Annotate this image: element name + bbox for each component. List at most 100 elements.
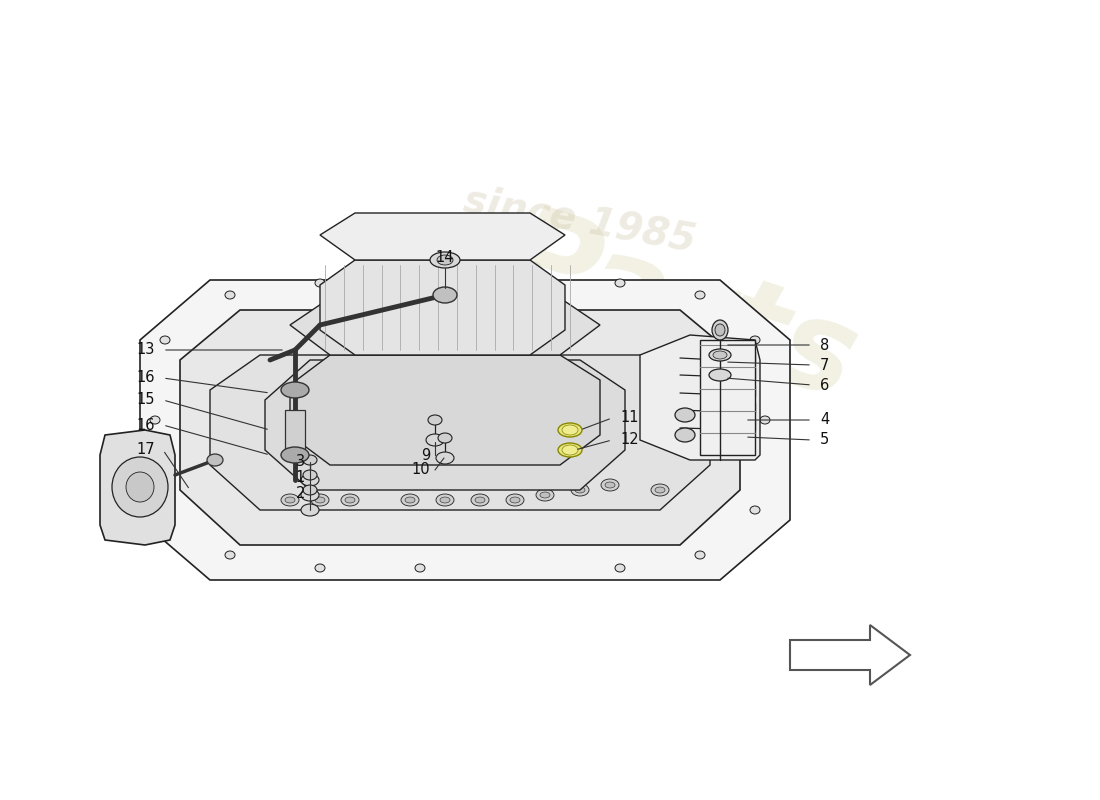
Ellipse shape <box>226 551 235 559</box>
Ellipse shape <box>345 442 355 448</box>
Text: since 1985: since 1985 <box>461 181 698 259</box>
Text: 13: 13 <box>136 342 155 358</box>
Ellipse shape <box>315 279 324 287</box>
Ellipse shape <box>430 252 460 268</box>
Polygon shape <box>100 430 175 545</box>
Ellipse shape <box>536 489 554 501</box>
Text: euro: euro <box>449 283 792 497</box>
Ellipse shape <box>405 497 415 503</box>
Ellipse shape <box>301 504 319 516</box>
Polygon shape <box>700 340 755 455</box>
Text: 6: 6 <box>820 378 829 393</box>
Ellipse shape <box>301 489 319 501</box>
Text: 11: 11 <box>620 410 638 426</box>
Ellipse shape <box>301 474 319 486</box>
Polygon shape <box>320 260 565 355</box>
Ellipse shape <box>285 442 295 448</box>
Ellipse shape <box>475 497 485 503</box>
Text: 5: 5 <box>820 433 829 447</box>
Ellipse shape <box>510 497 520 503</box>
Ellipse shape <box>654 487 666 493</box>
Ellipse shape <box>713 351 727 359</box>
Ellipse shape <box>536 439 554 451</box>
Polygon shape <box>265 360 625 490</box>
Ellipse shape <box>562 445 578 455</box>
Text: 9: 9 <box>420 447 430 462</box>
Ellipse shape <box>440 497 450 503</box>
Polygon shape <box>180 310 740 545</box>
Ellipse shape <box>315 497 324 503</box>
Ellipse shape <box>426 434 444 446</box>
Ellipse shape <box>315 442 324 448</box>
Ellipse shape <box>438 433 452 443</box>
Ellipse shape <box>280 494 299 506</box>
Ellipse shape <box>654 427 666 433</box>
Ellipse shape <box>315 564 324 572</box>
Ellipse shape <box>112 457 168 517</box>
Ellipse shape <box>601 479 619 491</box>
Ellipse shape <box>160 506 170 514</box>
Ellipse shape <box>615 564 625 572</box>
Ellipse shape <box>651 484 669 496</box>
Ellipse shape <box>280 439 299 451</box>
Ellipse shape <box>510 442 520 448</box>
Ellipse shape <box>540 492 550 498</box>
Ellipse shape <box>558 443 582 457</box>
Ellipse shape <box>280 447 309 463</box>
Ellipse shape <box>437 255 453 265</box>
Text: 16: 16 <box>136 418 155 433</box>
Text: a passion: a passion <box>334 218 546 292</box>
Text: Parts: Parts <box>488 196 871 424</box>
Ellipse shape <box>575 487 585 493</box>
Ellipse shape <box>615 279 625 287</box>
Ellipse shape <box>712 320 728 340</box>
Ellipse shape <box>750 506 760 514</box>
Text: 15: 15 <box>136 393 155 407</box>
Ellipse shape <box>760 416 770 424</box>
Polygon shape <box>290 298 600 355</box>
Ellipse shape <box>605 482 615 488</box>
Ellipse shape <box>207 454 223 466</box>
Ellipse shape <box>506 494 524 506</box>
Ellipse shape <box>601 429 619 441</box>
Text: 8: 8 <box>820 338 829 353</box>
Ellipse shape <box>341 494 359 506</box>
Ellipse shape <box>405 442 415 448</box>
Ellipse shape <box>415 564 425 572</box>
Ellipse shape <box>126 472 154 502</box>
Ellipse shape <box>302 455 317 465</box>
Ellipse shape <box>302 470 317 480</box>
Ellipse shape <box>345 497 355 503</box>
Ellipse shape <box>675 428 695 442</box>
Ellipse shape <box>750 336 760 344</box>
Ellipse shape <box>475 442 485 448</box>
Ellipse shape <box>402 494 419 506</box>
Ellipse shape <box>710 369 732 381</box>
Ellipse shape <box>311 494 329 506</box>
Ellipse shape <box>280 382 309 398</box>
Text: 17: 17 <box>136 442 155 458</box>
Ellipse shape <box>226 291 235 299</box>
Text: 12: 12 <box>620 433 639 447</box>
Ellipse shape <box>515 276 525 284</box>
Ellipse shape <box>436 494 454 506</box>
Ellipse shape <box>575 437 585 443</box>
Ellipse shape <box>415 276 425 284</box>
Ellipse shape <box>436 452 454 464</box>
Ellipse shape <box>558 423 582 437</box>
Ellipse shape <box>562 425 578 435</box>
Ellipse shape <box>150 416 160 424</box>
Ellipse shape <box>302 485 317 495</box>
Text: 3: 3 <box>296 454 305 470</box>
Ellipse shape <box>160 336 170 344</box>
Ellipse shape <box>402 439 419 451</box>
Text: 2: 2 <box>296 486 305 502</box>
Ellipse shape <box>571 484 588 496</box>
Polygon shape <box>140 280 790 580</box>
Text: 10: 10 <box>411 462 430 478</box>
Ellipse shape <box>433 287 456 303</box>
Ellipse shape <box>695 551 705 559</box>
Ellipse shape <box>715 324 725 336</box>
Ellipse shape <box>605 432 615 438</box>
Text: 4: 4 <box>820 413 829 427</box>
